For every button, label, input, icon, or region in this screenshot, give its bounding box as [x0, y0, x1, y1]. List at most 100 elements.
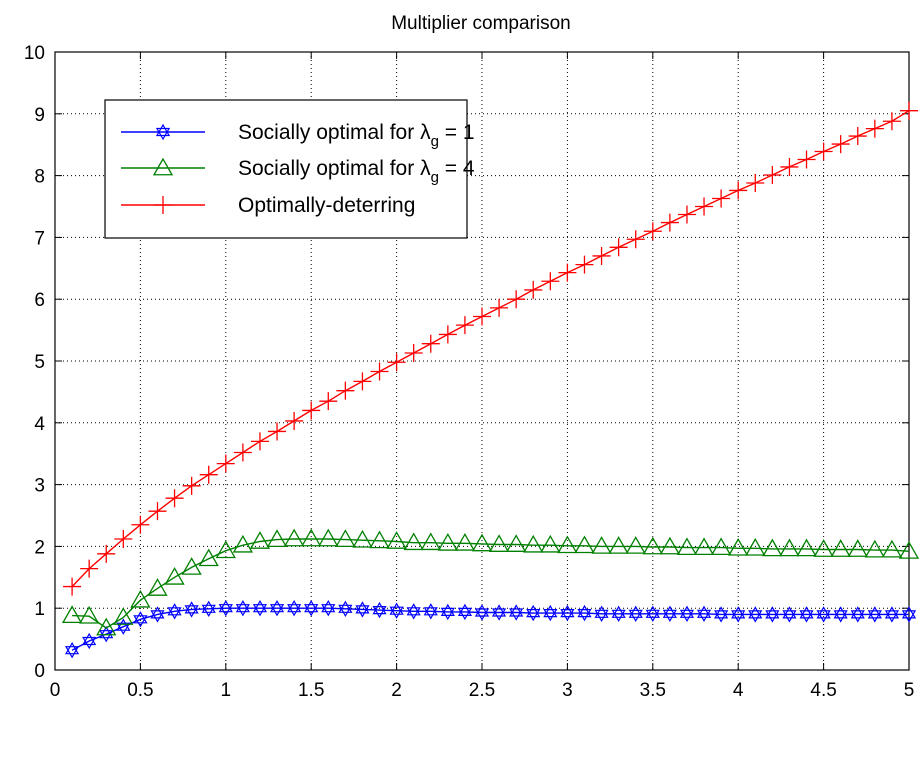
data-point: [438, 325, 457, 344]
data-point: [797, 150, 816, 169]
data-point: [96, 617, 117, 636]
y-tick-label: 9: [34, 105, 45, 126]
data-point: [454, 532, 476, 551]
data-point: [131, 515, 150, 534]
x-tick-label: 5: [904, 680, 915, 701]
data-point: [63, 577, 82, 596]
data-point: [659, 536, 681, 555]
data-point: [386, 531, 407, 549]
data-point: [216, 454, 235, 473]
data-point: [799, 606, 814, 623]
data-point: [574, 535, 595, 554]
data-point: [611, 605, 626, 623]
data-point: [369, 530, 390, 549]
data-point: [283, 528, 305, 547]
y-tick-label: 7: [34, 228, 45, 249]
data-point: [509, 604, 524, 621]
data-point: [524, 280, 543, 299]
data-point: [575, 255, 594, 274]
data-point: [338, 600, 353, 618]
data-point: [372, 601, 387, 619]
data-point: [765, 606, 780, 623]
data-point: [488, 534, 510, 552]
data-point: [628, 605, 643, 623]
data-point: [577, 604, 592, 622]
data-point: [250, 432, 269, 451]
data-point: [696, 605, 712, 623]
data-point: [79, 605, 100, 624]
data-point: [268, 422, 287, 441]
legend-label: Socially optimal for λg = 4: [238, 157, 475, 186]
data-point: [133, 611, 148, 628]
data-point: [693, 537, 715, 556]
legend-marker: [155, 123, 171, 141]
data-point: [457, 603, 473, 621]
data-point: [471, 533, 493, 552]
data-point: [796, 538, 817, 557]
y-tick-label: 5: [34, 352, 45, 373]
y-tick-label: 1: [34, 599, 45, 620]
data-point: [848, 127, 867, 146]
x-tick-label: 0.5: [127, 680, 153, 701]
data-point: [729, 181, 748, 200]
x-tick-label: 3.5: [640, 680, 666, 701]
data-point: [99, 625, 114, 643]
data-point: [695, 197, 714, 216]
legend-label: Optimally-deterring: [238, 194, 415, 217]
data-point: [831, 135, 850, 154]
data-point: [150, 606, 165, 623]
data-point: [507, 290, 526, 309]
data-point: [850, 606, 865, 623]
data-point: [865, 119, 884, 138]
data-point: [731, 606, 746, 623]
series-line: [72, 538, 910, 629]
data-point: [113, 607, 134, 625]
y-tick-label: 8: [34, 167, 45, 188]
chart-title: Multiplier comparison: [391, 13, 571, 34]
y-tick-label: 0: [34, 661, 45, 682]
legend-item-0: Socially optimal for λg = 1: [121, 121, 475, 150]
data-point: [901, 606, 917, 623]
data-point: [232, 534, 254, 553]
data-point: [455, 316, 474, 335]
data-point: [321, 599, 336, 617]
data-point: [748, 606, 763, 623]
data-point: [830, 539, 851, 557]
data-point: [592, 246, 611, 265]
data-point: [847, 539, 868, 557]
data-point: [814, 142, 833, 161]
data-point: [491, 604, 507, 621]
data-point: [643, 222, 662, 241]
data-point: [881, 539, 903, 558]
data-point: [64, 641, 80, 659]
data-point: [523, 534, 544, 553]
data-point: [287, 599, 302, 617]
legend-item-1: Socially optimal for λg = 4: [121, 157, 475, 186]
data-point: [437, 532, 458, 551]
data-point: [269, 599, 285, 617]
data-point: [353, 372, 372, 391]
data-point: [662, 605, 677, 623]
data-point: [490, 298, 509, 317]
data-point: [746, 174, 765, 193]
data-point: [266, 529, 288, 548]
data-point: [745, 537, 766, 556]
data-point: [867, 606, 882, 623]
data-point: [543, 604, 558, 622]
data-point: [608, 536, 629, 554]
data-point: [319, 392, 338, 411]
data-point: [676, 537, 698, 556]
data-point: [181, 557, 202, 575]
data-point: [421, 334, 440, 353]
data-point: [80, 559, 99, 578]
data-point: [625, 536, 646, 554]
data-point: [557, 535, 578, 554]
data-point: [762, 538, 783, 557]
data-point: [198, 548, 219, 567]
data-point: [626, 230, 645, 249]
data-point: [147, 578, 168, 596]
legend: Socially optimal for λg = 1 Socially opti…: [104, 99, 475, 239]
x-tick-label: 3: [562, 680, 573, 701]
x-tick-label: 0: [50, 680, 61, 701]
